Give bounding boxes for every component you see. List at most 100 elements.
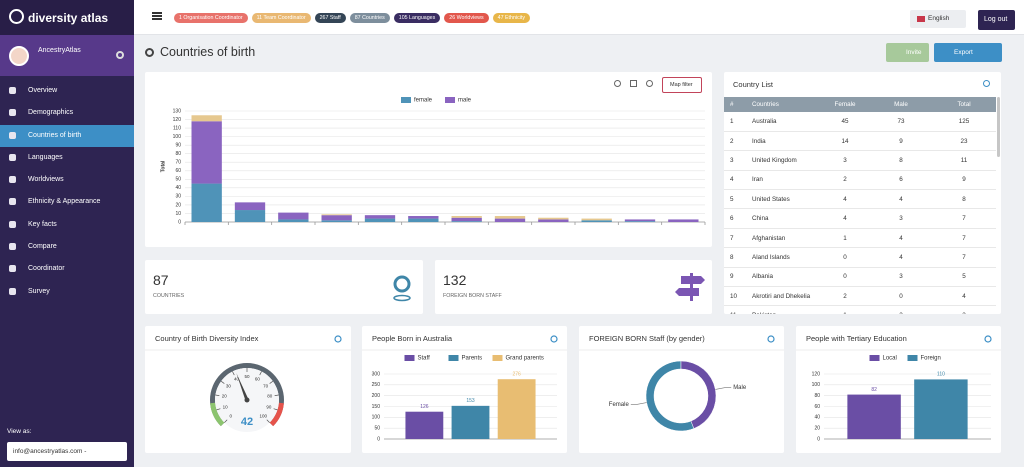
invite-button[interactable]: Invite: [886, 43, 929, 62]
gauge-tick-label: 0: [229, 413, 232, 418]
export-button[interactable]: Export: [934, 43, 1002, 62]
badge[interactable]: 26 Worldviews: [444, 13, 489, 23]
menu-label: Demographics: [28, 109, 74, 117]
bar-segment: [538, 219, 569, 222]
menu-item[interactable]: Overview: [0, 80, 134, 102]
table-cell: 23: [926, 131, 996, 152]
menu-item[interactable]: Survey: [0, 281, 134, 303]
y-tick-label: 110: [173, 125, 181, 131]
menu-item[interactable]: Coordinator: [0, 258, 134, 280]
badge[interactable]: 47 Ethnicity: [492, 13, 531, 23]
menu-item[interactable]: Ethnicity & Appearance: [0, 191, 134, 213]
badge[interactable]: 11 Team Coordinator: [251, 13, 311, 23]
y-tick-label: 300: [372, 371, 381, 377]
legend-swatch: [907, 355, 918, 361]
map-icon[interactable]: [614, 80, 621, 87]
menu-item[interactable]: Worldviews: [0, 169, 134, 191]
table-cell: 7: [926, 228, 996, 249]
column-header[interactable]: Total: [926, 97, 996, 112]
table-cell: 6: [870, 170, 926, 191]
data-label: 276: [512, 372, 521, 378]
user-panel: AncestryAtlas: [0, 35, 134, 76]
refresh-icon[interactable]: [646, 80, 653, 87]
bar-segment: [364, 215, 396, 219]
bar-segment: [234, 210, 266, 222]
badge[interactable]: 267 Staff: [314, 13, 346, 23]
refresh-icon[interactable]: [550, 335, 558, 343]
refresh-icon[interactable]: [334, 335, 342, 343]
column-header[interactable]: Countries: [746, 97, 814, 112]
badge[interactable]: 1 Organisation Coordinator: [174, 13, 248, 23]
chart: People Born in Australia 0 50 100 150 200 250 3…: [362, 334, 567, 442]
data-label: 82: [871, 387, 877, 393]
refresh-icon[interactable]: [767, 335, 775, 343]
bar-segment: [581, 218, 612, 221]
bar-icon[interactable]: [630, 80, 637, 87]
table-row: 5 United States 4 4 8: [724, 189, 996, 210]
gauge-tick-label: 40: [234, 377, 240, 382]
signpost-icon: [675, 273, 705, 301]
gauge-needle: [236, 373, 249, 401]
table-cell: Iran: [746, 170, 814, 191]
column-header[interactable]: Male: [870, 97, 926, 112]
table-cell: 7: [724, 228, 746, 249]
card-title: Country List: [733, 80, 774, 89]
table-header: # Countries Female Male Total: [724, 97, 996, 112]
gauge-tick: [220, 380, 225, 384]
legend-label: Staff: [418, 356, 431, 362]
table-cell: 5: [724, 189, 746, 210]
pin: [393, 275, 411, 293]
language-select[interactable]: English: [910, 10, 966, 28]
table-cell: 10: [724, 286, 746, 307]
table-row: 1 Australia 45 73 125: [724, 112, 996, 132]
badge[interactable]: 87 Countries: [349, 13, 390, 23]
y-tick-label: 80: [175, 151, 181, 157]
table-cell: 4: [926, 286, 996, 307]
table-cell: 3: [724, 150, 746, 171]
table-cell: 73: [870, 112, 926, 132]
table-cell: 8: [870, 150, 926, 171]
refresh-icon[interactable]: [984, 335, 992, 343]
scrollbar[interactable]: [997, 97, 1000, 157]
table-body: 1 Australia 45 73 125 2 India 14 9 23 3 United King…: [724, 112, 996, 314]
table-cell: 2: [724, 131, 746, 152]
column-header[interactable]: Female: [814, 97, 870, 112]
signs: [675, 276, 705, 296]
settings-icon[interactable]: [116, 51, 124, 59]
table-cell: 125: [926, 112, 996, 132]
menu-toggle[interactable]: [152, 12, 162, 20]
data-label: 110: [937, 372, 945, 378]
data-label: 153: [466, 398, 475, 404]
badge[interactable]: 105 Languages: [393, 13, 441, 23]
menu-icon: [9, 109, 16, 117]
gauge-tick-label: 80: [267, 394, 273, 399]
table-cell: 4: [870, 228, 926, 249]
logout-button[interactable]: Log out: [978, 10, 1015, 30]
topbar: 1 Organisation Coordinator 11 Team Coordi…: [134, 0, 1024, 35]
table-cell: 0: [870, 286, 926, 307]
view-as-select[interactable]: info@ancestryatlas.com -: [7, 442, 127, 461]
menu-item[interactable]: Demographics: [0, 102, 134, 124]
menu-label: Countries of birth: [28, 131, 82, 139]
legend-swatch: [401, 97, 411, 103]
table-cell: 7: [926, 208, 996, 229]
y-tick-label: 60: [814, 404, 820, 410]
gauge-value: 42: [241, 416, 253, 428]
leader-line: [715, 387, 732, 390]
post: [690, 273, 693, 301]
legend-label: female: [414, 98, 433, 104]
menu-item[interactable]: Key facts: [0, 214, 134, 236]
menu-item[interactable]: Languages: [0, 147, 134, 169]
menu-item[interactable]: Compare: [0, 236, 134, 258]
table-cell: Akrotiri and Dhekelia: [746, 286, 814, 307]
gauge-tick: [232, 371, 235, 376]
menu-item[interactable]: Countries of birth: [0, 124, 134, 147]
badges: 1 Organisation Coordinator 11 Team Coordi…: [174, 13, 531, 23]
menu-label: Key facts: [28, 220, 57, 228]
chart-card: Country of Birth Diversity Index 0 10 20 30 4…: [145, 326, 351, 453]
map-filter-button[interactable]: Map filter: [662, 77, 702, 93]
table-row: 8 Aland Islands 0 4 7: [724, 247, 996, 268]
pin-base: [393, 294, 411, 302]
bar: [451, 405, 490, 439]
refresh-icon[interactable]: [983, 80, 990, 87]
